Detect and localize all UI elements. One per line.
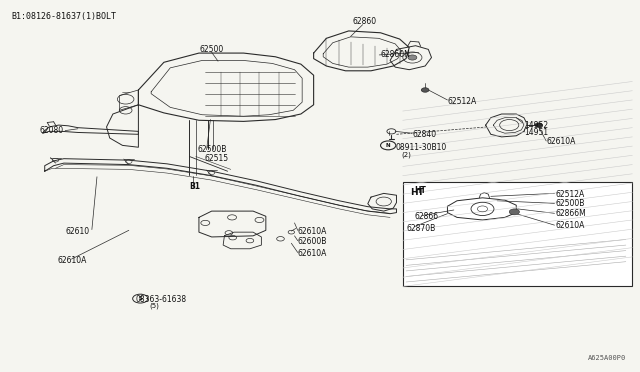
Text: 62500B: 62500B <box>556 199 585 208</box>
Text: HT: HT <box>410 188 424 197</box>
Text: 08363-61638: 08363-61638 <box>135 295 186 304</box>
Text: 62610A: 62610A <box>298 249 327 258</box>
Text: 62860: 62860 <box>353 17 377 26</box>
Text: 62840: 62840 <box>412 130 436 139</box>
Text: 62610A: 62610A <box>58 256 87 265</box>
Text: 62866: 62866 <box>414 212 438 221</box>
Text: 62512A: 62512A <box>447 97 477 106</box>
Text: A625A00P0: A625A00P0 <box>588 355 626 361</box>
Text: B1: B1 <box>189 182 200 191</box>
Text: (5): (5) <box>149 303 159 309</box>
Text: 62080: 62080 <box>40 126 64 135</box>
Circle shape <box>535 123 542 127</box>
Text: 62870B: 62870B <box>406 224 435 233</box>
Text: S: S <box>138 296 142 301</box>
Text: 62600B: 62600B <box>298 237 327 246</box>
Text: 14951: 14951 <box>524 128 548 137</box>
Circle shape <box>421 88 429 92</box>
Text: 62866M: 62866M <box>556 209 586 218</box>
Text: N: N <box>386 143 390 148</box>
Text: 62512A: 62512A <box>556 190 585 199</box>
Text: 62500: 62500 <box>200 45 224 54</box>
Circle shape <box>132 294 148 303</box>
Circle shape <box>408 55 417 60</box>
Text: 62610A: 62610A <box>298 227 327 235</box>
Text: 62610A: 62610A <box>556 221 585 230</box>
Text: HT: HT <box>414 186 426 195</box>
Text: 14952: 14952 <box>524 121 548 129</box>
Text: 62610: 62610 <box>65 227 89 235</box>
Text: 62500B: 62500B <box>198 145 227 154</box>
Text: 62610A: 62610A <box>546 137 575 146</box>
Text: (2): (2) <box>401 151 412 158</box>
Text: 62860N: 62860N <box>381 51 410 60</box>
Bar <box>403 182 632 286</box>
Text: 62515: 62515 <box>204 154 228 163</box>
Text: B1:08126-81637(1)BOLT: B1:08126-81637(1)BOLT <box>11 13 116 22</box>
Text: 08911-30B10: 08911-30B10 <box>395 143 447 152</box>
Circle shape <box>509 209 520 215</box>
